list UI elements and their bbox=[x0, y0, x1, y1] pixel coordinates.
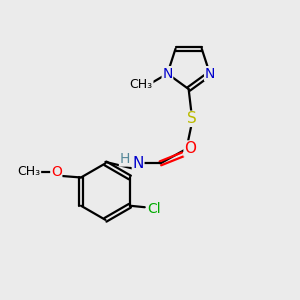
Text: N: N bbox=[162, 67, 172, 81]
Text: H: H bbox=[119, 152, 130, 166]
Text: O: O bbox=[184, 141, 196, 156]
Text: N: N bbox=[132, 156, 144, 171]
Text: Cl: Cl bbox=[147, 202, 160, 216]
Text: CH₃: CH₃ bbox=[130, 78, 153, 91]
Text: S: S bbox=[187, 111, 196, 126]
Text: CH₃: CH₃ bbox=[17, 165, 41, 178]
Text: O: O bbox=[51, 165, 62, 179]
Text: N: N bbox=[205, 67, 215, 81]
